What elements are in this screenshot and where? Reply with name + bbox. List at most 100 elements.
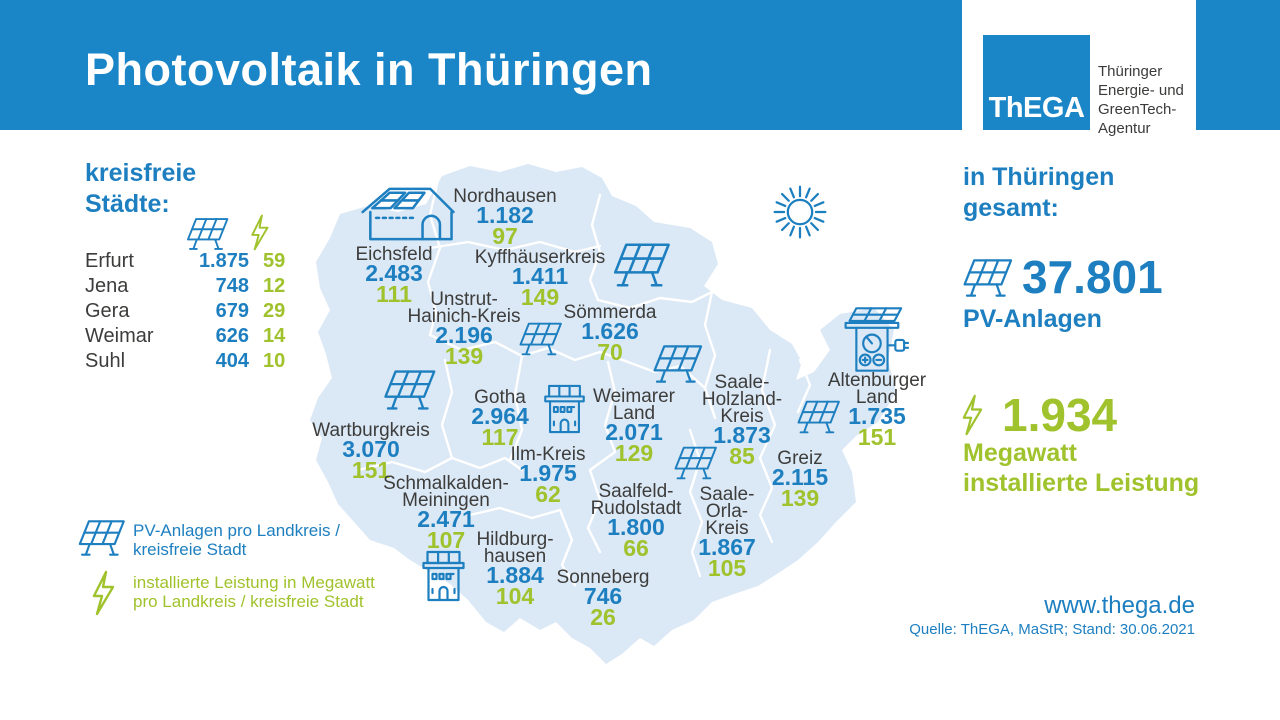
city-table: Erfurt 1.875 59 Jena 748 12 Gera 679 29 Weimar 626…: [85, 250, 303, 375]
city-table-heading-line: Städte:: [85, 190, 170, 218]
district-name: Land: [612, 403, 656, 424]
totals-heading: in Thüringen gesamt:: [963, 162, 1114, 224]
table-row: Suhl 404 10: [85, 350, 303, 375]
district-name: Schmalkalden-: [383, 473, 509, 494]
solar-panel-icon: [180, 217, 234, 251]
solar-panel-icon: [76, 519, 126, 557]
district-pv-count: 1.873: [713, 422, 771, 448]
district-name: Weimarer: [593, 386, 675, 407]
city-pv-count: 748: [215, 275, 249, 297]
totals-heading-line: in Thüringen: [963, 163, 1115, 191]
website-link[interactable]: www.thega.de: [1044, 592, 1195, 619]
city-pv-count: 404: [215, 350, 249, 372]
district-megawatt: 151: [857, 424, 897, 450]
district-pv-count: 1.975: [519, 460, 577, 486]
district-pv-count: 2.115: [771, 464, 829, 490]
city-pv-count: 626: [215, 325, 249, 347]
solar-panel-icon: [610, 242, 672, 288]
district-pv-count: 3.070: [342, 436, 400, 462]
district-label-weimarer-land: Weimarer Land 2.071 129: [539, 386, 729, 466]
page-title: Photovoltaik in Thüringen: [85, 44, 653, 95]
district-name: Eichsfeld: [355, 244, 433, 265]
legend-pv-line: kreisfreie Stadt: [133, 540, 247, 559]
district-name: Greiz: [777, 448, 823, 469]
lightning-icon: [249, 214, 270, 251]
logo-tagline-line: Energie- und: [1098, 82, 1184, 99]
legend-mw-label: installierte Leistung in Megawatt pro Lan…: [133, 573, 375, 611]
lightning-icon: [90, 570, 116, 616]
town-hall-solar-icon: [420, 550, 467, 602]
district-name: Kreis: [705, 518, 749, 539]
district-label-altenburger-land: Altenburger Land 1.735 151: [782, 370, 972, 450]
district-name: Saale-: [699, 484, 755, 505]
charging-station-icon: [831, 306, 909, 373]
district-megawatt: 139: [444, 343, 484, 369]
district-name: Saale-: [714, 372, 770, 393]
district-label-saalfeld-rudolstadt: Saalfeld- Rudolstadt 1.800 66: [541, 481, 731, 561]
solar-panel-icon: [672, 445, 718, 481]
district-label-wartburgkreis: Wartburgkreis 3.070 151: [276, 420, 466, 483]
district-name: Land: [855, 387, 899, 408]
district-name: Meiningen: [402, 490, 490, 511]
district-label-unstrut-hainich: Unstrut- Hainich-Kreis 2.196 139: [369, 290, 559, 369]
district-megawatt: 139: [780, 485, 820, 511]
total-mw-value: 1.934: [1002, 389, 1118, 441]
district-megawatt: 149: [520, 284, 560, 310]
solar-panel-icon: [650, 344, 704, 384]
thega-logo-text: ThEGA: [988, 92, 1085, 124]
district-pv-count: 1.411: [511, 263, 569, 289]
district-label-sonneberg: Sonneberg 746 26: [508, 568, 698, 629]
thega-logo: ThEGA: [983, 35, 1090, 130]
source-note: Quelle: ThEGA, MaStR; Stand: 30.06.2021: [909, 621, 1195, 638]
district-megawatt: 62: [535, 481, 561, 507]
total-mw-label-line: installierte Leistung: [963, 469, 1200, 497]
legend-mw-line: pro Landkreis / kreisfreie Stadt: [133, 592, 364, 611]
logo-tagline: Thüringer Energie- und GreenTech- Agentur: [1098, 62, 1184, 138]
logo-tagline-line: GreenTech-: [1098, 101, 1177, 118]
district-pv-count: 1.626: [581, 318, 639, 344]
logo-tagline-line: Thüringer: [1098, 63, 1163, 80]
table-row: Erfurt 1.875 59: [85, 250, 303, 275]
solar-panel-icon: [517, 320, 563, 358]
district-megawatt: 66: [623, 535, 649, 561]
legend-pv-label: PV-Anlagen pro Landkreis / kreisfreie Sta…: [133, 521, 340, 559]
district-megawatt: 85: [729, 443, 755, 469]
solar-panel-icon: [795, 399, 841, 435]
header-bar: Photovoltaik in Thüringen: [0, 0, 962, 130]
district-borders: [356, 178, 812, 587]
district-name: Altenburger: [827, 370, 927, 391]
district-megawatt: 105: [707, 555, 747, 581]
district-label-ilm-kreis: Ilm-Kreis 1.975 62: [453, 445, 643, 507]
district-pv-count: 2.964: [471, 403, 529, 429]
sun-icon: [770, 182, 830, 242]
district-name: Wartburgkreis: [312, 420, 430, 441]
solar-panel-icon: [960, 258, 1014, 298]
district-name: hausen: [483, 546, 547, 567]
legend-pv-line: PV-Anlagen pro Landkreis /: [133, 521, 340, 540]
city-name: Suhl: [85, 350, 126, 372]
table-row: Weimar 626 14: [85, 325, 303, 350]
district-megawatt: 129: [614, 440, 654, 466]
district-pv-count: 1.884: [486, 562, 544, 588]
district-megawatt: 70: [597, 339, 623, 365]
district-name: Sömmerda: [563, 302, 657, 323]
district-pv-count: 2.483: [365, 260, 423, 286]
city-pv-count: 1.875: [198, 250, 249, 272]
district-name: Saalfeld-: [598, 481, 674, 502]
total-pv-value: 37.801: [1022, 251, 1163, 303]
district-name: Orla-: [705, 501, 749, 522]
city-name: Jena: [85, 275, 129, 297]
district-pv-count: 2.471: [417, 506, 475, 532]
district-label-saale-holzland: Saale- Holzland- Kreis 1.873 85: [647, 372, 837, 469]
district-name: Holzland-: [701, 389, 783, 410]
city-megawatt: 10: [263, 350, 286, 372]
barn-solar-roof-icon: [358, 184, 460, 242]
district-label-kyffhaeuserkreis: Kyffhäuserkreis 1.411 149: [445, 248, 635, 310]
district-pv-count: 2.196: [435, 322, 493, 348]
city-table-heading-line: kreisfreie: [85, 159, 197, 187]
city-name: Weimar: [85, 325, 154, 347]
table-row: Jena 748 12: [85, 275, 303, 300]
district-megawatt: 97: [492, 223, 518, 249]
district-megawatt: 117: [481, 424, 519, 450]
district-megawatt: 151: [351, 457, 391, 483]
